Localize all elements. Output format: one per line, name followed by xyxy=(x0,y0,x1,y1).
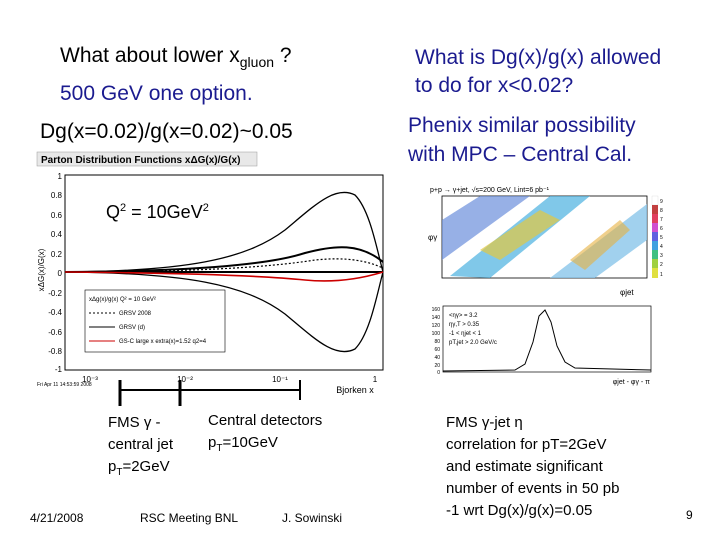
svg-text:140: 140 xyxy=(432,315,441,321)
svg-text:1: 1 xyxy=(373,375,378,384)
curve-red xyxy=(64,271,384,282)
svg-text:40: 40 xyxy=(434,355,440,361)
svg-text:0.2: 0.2 xyxy=(51,250,63,259)
hist-cuts: <ηγ> = 3.2 ηγ,T > 0.35 -1 < ηjet < 1 pT,… xyxy=(449,313,497,346)
hist-y-ticks: 160 140 120 100 80 60 40 20 0 xyxy=(432,307,441,376)
x-label: Bjorken x xyxy=(336,385,374,395)
svg-text:-0.4: -0.4 xyxy=(48,308,62,317)
svg-text:-1: -1 xyxy=(55,365,63,374)
curve-dotted xyxy=(64,258,384,273)
svg-text:GRSV (d): GRSV (d) xyxy=(119,325,145,331)
dg-estimate: Dg(x=0.02)/g(x=0.02)~0.05 xyxy=(40,120,293,143)
pdf-plot: Parton Distribution Functions xΔG(x)/G(x… xyxy=(35,150,390,395)
footer-page-number: 9 xyxy=(686,508,693,522)
svg-text:0.8: 0.8 xyxy=(51,191,63,200)
svg-text:<ηγ> = 3.2: <ηγ> = 3.2 xyxy=(449,313,478,319)
svg-text:4: 4 xyxy=(660,244,663,250)
svg-text:-1 < ηjet < 1: -1 < ηjet < 1 xyxy=(449,331,482,337)
curve-grsv xyxy=(64,246,384,273)
svg-text:xΔg(x)/g(x) Q² = 10 GeV²: xΔg(x)/g(x) Q² = 10 GeV² xyxy=(89,297,156,303)
svg-text:2: 2 xyxy=(660,262,663,268)
svg-text:GRSV 2008: GRSV 2008 xyxy=(119,311,152,317)
svg-text:1: 1 xyxy=(660,272,663,278)
svg-text:10⁻²: 10⁻² xyxy=(177,375,193,384)
svg-text:-0.8: -0.8 xyxy=(48,347,62,356)
question-lower-x: What about lower xgluon ? xyxy=(60,44,292,71)
svg-text:20: 20 xyxy=(434,363,440,369)
footer-author: J. Sowinski xyxy=(282,511,343,525)
fms-jet-note: FMS γ-jet η correlation for pT=2GeV and … xyxy=(446,414,620,519)
plot-title: Parton Distribution Functions xΔG(x)/G(x… xyxy=(41,155,240,166)
svg-text:5: 5 xyxy=(660,235,663,241)
y-label: xΔG(x)/G(x) xyxy=(37,248,46,291)
legend: xΔg(x)/g(x) Q² = 10 GeV² GRSV 2008 GRSV … xyxy=(89,297,207,345)
x-range-bracket xyxy=(118,380,301,406)
phenix-note-2: with MPC – Central Cal. xyxy=(408,143,633,166)
plot-stamp: Fri Apr 11 14:53:59 2008 xyxy=(37,382,92,388)
fms-note: FMS γ - central jet pT=2GeV xyxy=(108,414,174,478)
svg-text:φjet: φjet xyxy=(620,288,634,297)
footer-meeting: RSC Meeting BNL xyxy=(140,511,239,525)
svg-text:120: 120 xyxy=(432,323,441,329)
histogram-plot: 160 140 120 100 80 60 40 20 0 <ηγ> = 3.2… xyxy=(425,302,655,388)
svg-text:10⁻¹: 10⁻¹ xyxy=(272,375,288,384)
svg-text:9: 9 xyxy=(660,199,663,205)
svg-text:ηγ,T > 0.35: ηγ,T > 0.35 xyxy=(449,322,480,328)
y-ticks: 1 0.8 0.6 0.4 0.2 0 -0.2 -0.4 -0.6 -0.8 … xyxy=(48,172,62,374)
curve-upper xyxy=(64,191,384,273)
svg-text:3: 3 xyxy=(660,253,663,259)
svg-text:7: 7 xyxy=(660,217,663,223)
central-detectors-note: Central detectors pT=10GeV xyxy=(208,412,323,454)
svg-text:φγ: φγ xyxy=(428,233,437,242)
svg-text:6: 6 xyxy=(660,226,663,232)
q2-label: Q2 = 10GeV2 xyxy=(106,202,209,222)
svg-text:φjet - φγ - π: φjet - φγ - π xyxy=(613,379,650,386)
question-allowed-2: to do for x<0.02? xyxy=(415,74,574,97)
svg-text:0: 0 xyxy=(437,370,440,376)
svg-text:160: 160 xyxy=(432,307,441,313)
option-500gev: 500 GeV one option. xyxy=(60,82,253,105)
svg-text:pT,jet > 2.0 GeV/c: pT,jet > 2.0 GeV/c xyxy=(449,340,497,346)
phenix-note: Phenix similar possibility xyxy=(408,114,636,137)
svg-text:10⁻³: 10⁻³ xyxy=(82,375,98,384)
svg-text:1: 1 xyxy=(58,172,63,181)
footer-date: 4/21/2008 xyxy=(30,511,84,525)
svg-text:-0.6: -0.6 xyxy=(48,328,62,337)
svg-text:GS-C large x extra(x)=1.52 q2=: GS-C large x extra(x)=1.52 q2=4 xyxy=(119,339,207,345)
hist-curve xyxy=(442,309,652,372)
color-scale: 9 8 7 6 5 4 3 2 1 xyxy=(651,195,663,278)
question-allowed: What is Dg(x)/g(x) allowed xyxy=(415,46,662,69)
svg-text:100: 100 xyxy=(432,331,441,337)
x-ticks: 10⁻³ 10⁻² 10⁻¹ 1 xyxy=(82,375,378,384)
svg-text:-0.2: -0.2 xyxy=(48,289,62,298)
svg-text:0: 0 xyxy=(58,269,63,278)
svg-text:80: 80 xyxy=(434,339,440,345)
svg-text:60: 60 xyxy=(434,347,440,353)
corr-title: p+p → γ+jet, √s=200 GeV, Lint=6 pb⁻¹ xyxy=(430,186,550,194)
svg-text:0.4: 0.4 xyxy=(51,230,63,239)
curve-lower xyxy=(64,271,384,353)
svg-text:0.6: 0.6 xyxy=(51,211,63,220)
legend-box xyxy=(84,289,226,353)
correlation-plot: p+p → γ+jet, √s=200 GeV, Lint=6 pb⁻¹ φγ … xyxy=(420,180,670,300)
svg-text:8: 8 xyxy=(660,208,663,214)
